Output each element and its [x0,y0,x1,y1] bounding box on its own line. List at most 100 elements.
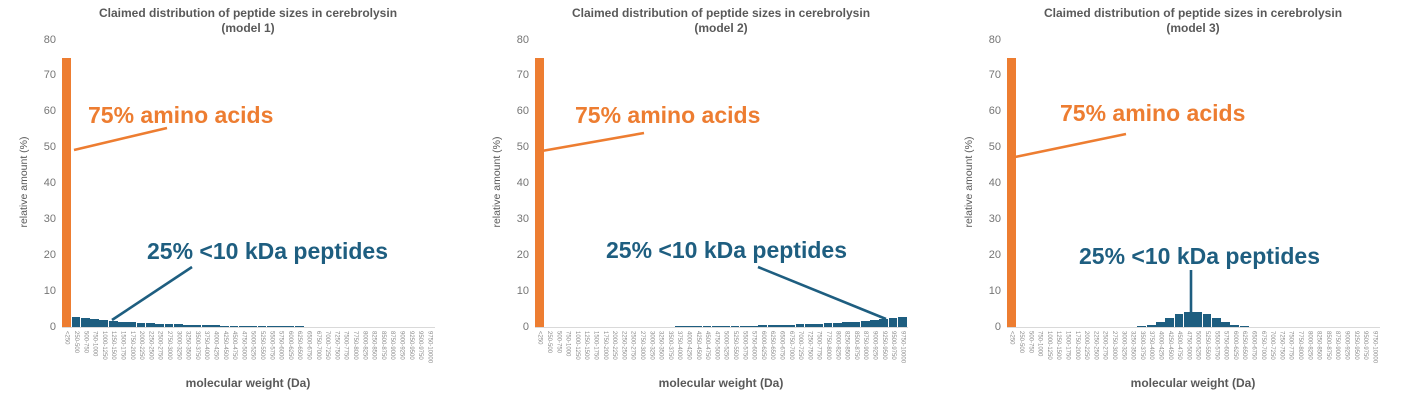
y-tick-label: 10 [516,284,529,297]
x-tick-label: 4750-5000 [1185,331,1192,360]
x-tick-label: <250 [63,331,70,345]
peptide-bar [183,324,192,327]
x-tick-label: 5250-5500 [258,331,265,360]
x-tick-label: 5000-5250 [249,331,256,360]
amino-acid-bar [1007,57,1017,327]
x-tick-label: 9500-9750 [890,331,897,360]
x-tick-label: 9750-10000 [426,331,433,364]
x-tick-label: 8250-8500 [843,331,850,360]
x-tick-label: 250-500 [545,331,552,354]
x-tick-label: 4750-5000 [713,331,720,360]
x-tick-label: 6000-6250 [286,331,293,360]
peptide-bar [870,320,879,327]
peptide-bar [674,326,684,327]
x-tick-label: 3500-3750 [1138,331,1145,360]
x-tick-label: 4000-4250 [1157,331,1164,360]
x-tick-label: 6000-6250 [759,331,766,360]
x-tick-label: 5750-6000 [277,331,284,360]
peptide-bar [842,322,851,327]
peptide-bar [127,322,137,327]
peptide-bar [229,325,239,327]
x-tick-label: 3750-4000 [203,331,210,360]
x-axis-line [1007,327,1380,328]
x-tick-label: 6500-6750 [305,331,312,360]
chart-title-text: Claimed distribution of peptide sizes in… [571,6,871,20]
peptide-bar [294,326,304,327]
peptide-bar [136,322,146,327]
x-tick-label: 2000-2250 [138,331,145,360]
peptide-bar [832,322,842,327]
x-tick-label: 6750-7000 [1259,331,1266,360]
chart-model-2: Claimed distribution of peptide sizes in… [473,0,948,405]
peptide-bar [201,325,211,327]
annotation-peptides: 25% <10 kDa peptides [1079,243,1320,269]
peptide-bar [1137,326,1147,327]
y-tick-label: 50 [988,141,1001,154]
peptide-bar [758,325,768,327]
y-tick-label: 60 [988,105,1001,118]
x-tick-label: 5250-5500 [1203,331,1210,360]
x-tick-label: 1250-1500 [583,331,590,360]
x-axis-label: molecular weight (Da) [1130,376,1256,390]
x-tick-label: 6750-7000 [314,331,321,360]
x-tick-label: 5500-5750 [741,331,748,360]
x-tick-label: 2000-2250 [1083,331,1090,360]
amino-acid-bar [62,57,72,327]
x-tick-label: 7500-7750 [1287,331,1294,360]
chart-title-text: Claimed distribution of peptide sizes in… [98,6,398,20]
peptide-bar [257,326,267,327]
x-tick-label: 4000-4250 [212,331,219,360]
x-tick-label: 3000-3250 [175,331,182,360]
peptide-bar [739,325,749,327]
x-tick-label: 8250-8500 [1315,331,1322,360]
peptide-bar [1183,311,1193,327]
x-tick-label: 1750-2000 [128,331,135,360]
peptide-bar [80,318,90,327]
x-tick-label: 7250-7500 [333,331,340,360]
x-tick-label: 2000-2250 [611,331,618,360]
y-tick-label: 50 [43,141,56,154]
x-tick-label: 8500-8750 [852,331,859,360]
x-tick-label: 8500-8750 [1324,331,1331,360]
chart-subtitle-text: (model 2) [694,21,748,35]
x-axis-label: molecular weight (Da) [185,376,311,390]
peptide-bar [823,323,833,327]
x-tick-label: 3250-3500 [184,331,191,360]
y-tick-label: 60 [43,105,56,118]
peptide-bar [777,325,786,327]
peptide-bar [192,325,202,327]
y-tick-label: 0 [49,320,56,333]
x-tick-label: 8000-8250 [361,331,368,360]
x-tick-label: 4500-4750 [704,331,711,360]
y-tick-label: 30 [516,212,529,225]
x-tick-label: 8750-9000 [862,331,869,360]
plot-area [1007,40,1379,327]
peptide-bar [767,325,777,327]
peptide-bar [266,326,276,327]
x-tick-label: 6250-6500 [296,331,303,360]
x-tick-label: 8000-8250 [834,331,841,360]
annotation-peptides: 25% <10 kDa peptides [147,238,388,264]
x-tick-label: 2250-2500 [1092,331,1099,360]
x-tick-label: 7750-8000 [824,331,831,360]
y-tick-label: 20 [516,248,529,261]
x-tick-label: 9750-10000 [1371,331,1378,364]
x-tick-label: 2250-2500 [147,331,154,360]
x-tick-label: 2750-3000 [165,331,172,360]
peptide-bar [1239,326,1249,327]
x-tick-label: 7250-7500 [1278,331,1285,360]
chart-title: Claimed distribution of peptide sizes in… [485,6,957,36]
x-tick-label: 9250-9500 [407,331,414,360]
y-tick-label: 40 [516,177,529,189]
peptide-bar [164,324,174,327]
x-tick-label: 1250-1500 [110,331,117,360]
peptide-bar [684,326,693,327]
x-tick-label: 8750-9000 [389,331,396,360]
x-tick-label: 2750-3000 [1110,331,1117,360]
x-tick-label: 750-1000 [1036,331,1043,357]
x-tick-label: 1500-1750 [592,331,599,360]
x-tick-label: 8000-8250 [1306,331,1313,360]
x-tick-label: 8500-8750 [379,331,386,360]
x-tick-label: 7500-7750 [815,331,822,360]
peptide-bar [1202,314,1212,327]
